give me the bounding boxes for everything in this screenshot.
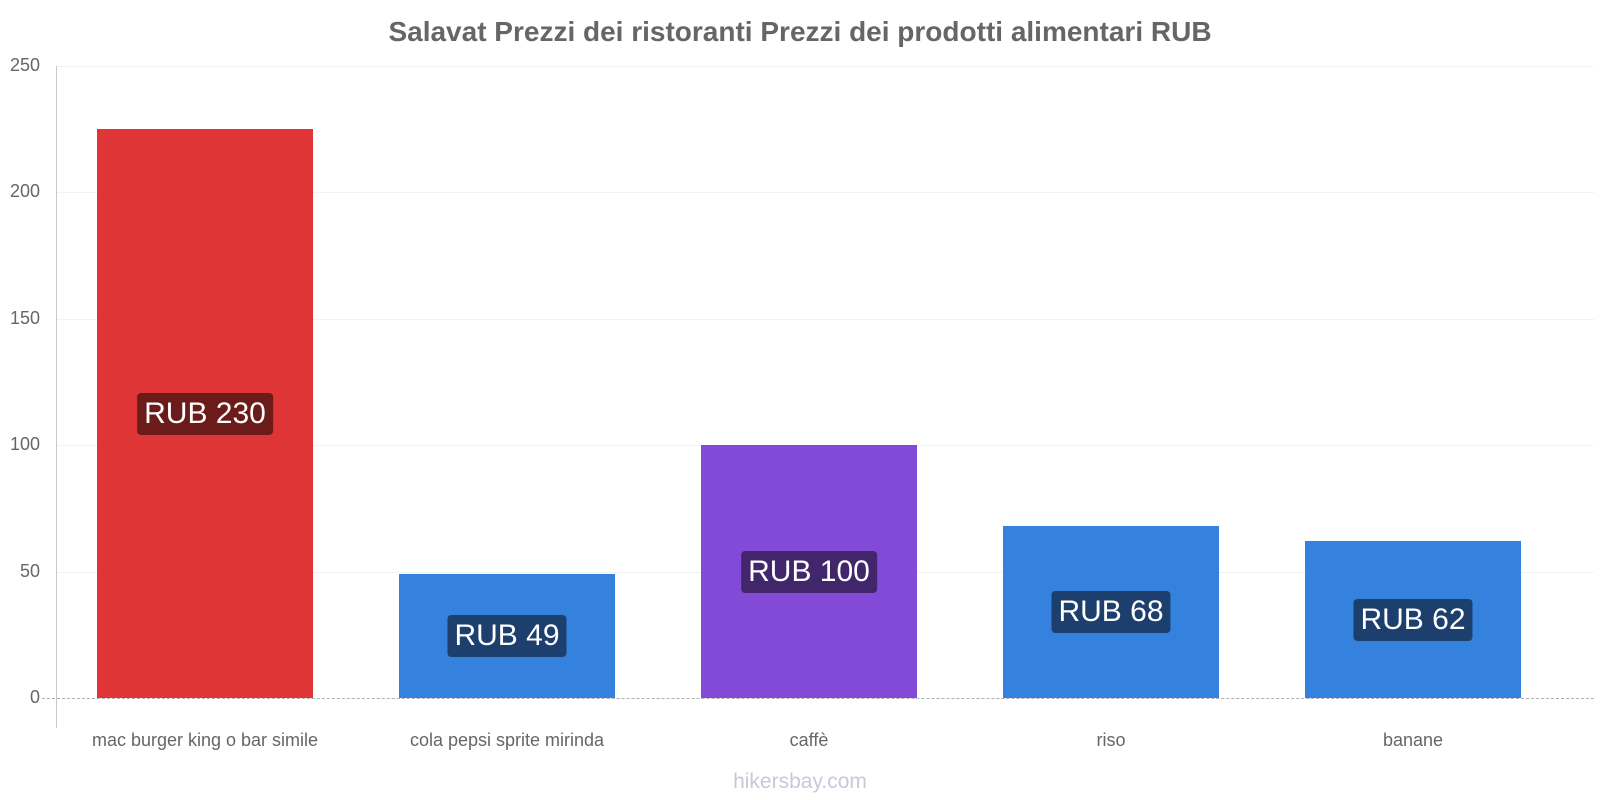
gridline [56,192,1594,193]
bar: RUB 100 [701,445,917,698]
x-axis-line [42,698,1594,700]
bar-value-label: RUB 62 [1353,598,1473,641]
bar-value-label: RUB 68 [1051,591,1171,634]
watermark: hikersbay.com [733,770,867,793]
x-tick-label: mac burger king o bar simile [91,730,319,750]
plot-area: RUB 230 RUB 49 RUB 100 RUB 68 RUB 62 [56,66,1594,698]
bar: RUB 68 [1003,526,1219,698]
x-tick-label: banane [1382,730,1444,750]
gridline [56,319,1594,320]
bar-value-label: RUB 49 [447,615,567,658]
bar: RUB 49 [399,574,615,698]
y-tick-label: 200 [9,181,40,201]
y-tick-label: 100 [9,434,40,454]
y-tick-label: 150 [9,308,40,328]
x-tick-label: caffè [789,730,829,750]
x-tick-label: cola pepsi sprite mirinda [409,730,605,750]
gridline [56,66,1594,67]
bar: RUB 230 [97,129,313,698]
bar-value-label: RUB 100 [741,550,877,593]
y-tick-label: 250 [9,55,40,75]
x-tick-label: riso [1096,730,1126,750]
y-axis-line [56,66,57,728]
y-tick-label: 0 [29,687,40,707]
bar: RUB 62 [1305,541,1521,698]
y-tick-label: 50 [19,561,40,581]
bar-value-label: RUB 230 [137,392,273,435]
chart-title: Salavat Prezzi dei ristoranti Prezzi dei… [388,16,1212,47]
